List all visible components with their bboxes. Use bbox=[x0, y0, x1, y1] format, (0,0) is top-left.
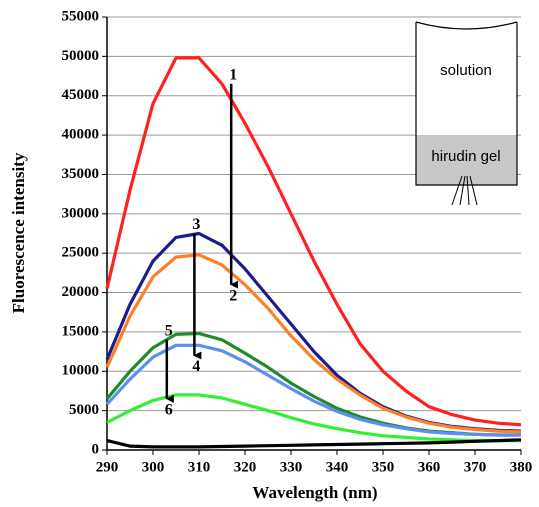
y-tick-label: 55000 bbox=[62, 8, 100, 24]
arrow-label: 4 bbox=[192, 358, 200, 375]
x-tick-label: 300 bbox=[142, 459, 165, 475]
y-tick-label: 25000 bbox=[62, 245, 100, 261]
y-tick-label: 5000 bbox=[69, 402, 99, 418]
y-tick-label: 40000 bbox=[62, 127, 100, 143]
arrow-label: 1 bbox=[229, 67, 237, 84]
light-arrows bbox=[451, 175, 478, 206]
y-tick-label: 35000 bbox=[62, 166, 100, 182]
y-tick-label: 30000 bbox=[62, 205, 100, 221]
x-axis-label: Wavelength (nm) bbox=[252, 483, 377, 502]
x-tick-label: 340 bbox=[326, 459, 349, 475]
series-line bbox=[106, 393, 521, 443]
inset: solution hirudin gel bbox=[415, 21, 518, 206]
x-tick-label: 290 bbox=[96, 459, 119, 475]
arrow-label: 5 bbox=[165, 322, 173, 339]
y-tick-label: 15000 bbox=[62, 323, 100, 339]
gel-region bbox=[416, 135, 517, 185]
y-tick-label: 45000 bbox=[62, 87, 100, 103]
container-rim bbox=[415, 21, 518, 30]
series-line bbox=[105, 56, 522, 427]
x-tick-label: 310 bbox=[188, 459, 211, 475]
y-axis-label: Fluorescence intensity bbox=[9, 152, 28, 313]
container bbox=[415, 22, 518, 186]
arrow-label: 2 bbox=[229, 287, 237, 304]
inset-bottom-label: hirudin gel bbox=[431, 148, 500, 165]
series-line bbox=[105, 343, 521, 437]
x-tick-label: 330 bbox=[280, 459, 303, 475]
y-tick-label: 0 bbox=[92, 441, 100, 457]
y-tick-label: 10000 bbox=[62, 363, 100, 379]
x-tick-label: 380 bbox=[510, 459, 533, 475]
x-tick-label: 350 bbox=[372, 459, 395, 475]
x-tick-label: 370 bbox=[464, 459, 487, 475]
series-line bbox=[105, 253, 522, 434]
inset-top-label: solution bbox=[440, 62, 492, 79]
series-line bbox=[106, 438, 522, 449]
x-tick-label: 360 bbox=[418, 459, 441, 475]
x-tick-label: 320 bbox=[234, 459, 257, 475]
arrow-label: 6 bbox=[165, 401, 173, 418]
y-tick-label: 20000 bbox=[62, 284, 100, 300]
arrow-label: 3 bbox=[192, 216, 200, 233]
y-tick-label: 50000 bbox=[62, 48, 100, 64]
